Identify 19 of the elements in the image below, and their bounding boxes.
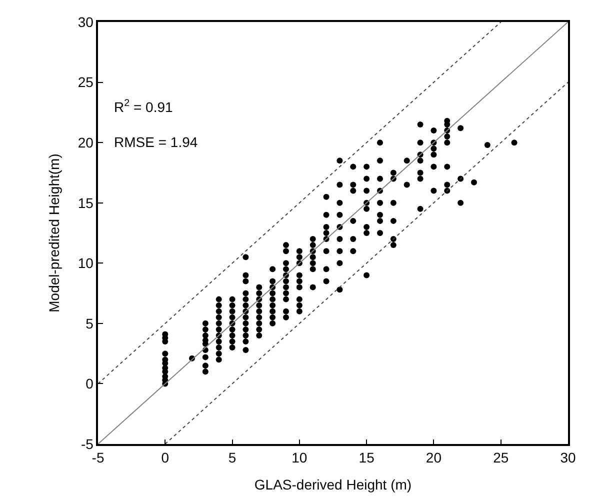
y-tick-label: 0 [86,376,94,392]
annotation: RMSE = 1.94 [114,134,198,150]
y-tick-label: 25 [78,74,94,90]
y-tick-label: 30 [78,14,94,30]
x-tick-label: 5 [228,450,236,466]
y-axis-title: Model-predited Height(m) [46,154,62,312]
x-tick-label: 10 [292,450,308,466]
x-tick-label: 0 [161,450,170,466]
annotation: R$^{2}$ = 0.91 [114,98,173,115]
y-tick-label: 15 [78,194,94,211]
x-tick-label: 20 [426,450,442,466]
y-tick-label: 5 [86,315,94,332]
x-axis-title: GLAS-derived Height (m) [254,476,412,492]
y-tick-label: 20 [78,134,94,150]
x-tick-label: 30 [560,450,576,466]
y-tick-label: -5 [80,436,94,452]
x-tick-label: 25 [493,450,509,466]
x-tick-label: 15 [358,450,375,466]
y-tick-label: 10 [78,255,94,272]
